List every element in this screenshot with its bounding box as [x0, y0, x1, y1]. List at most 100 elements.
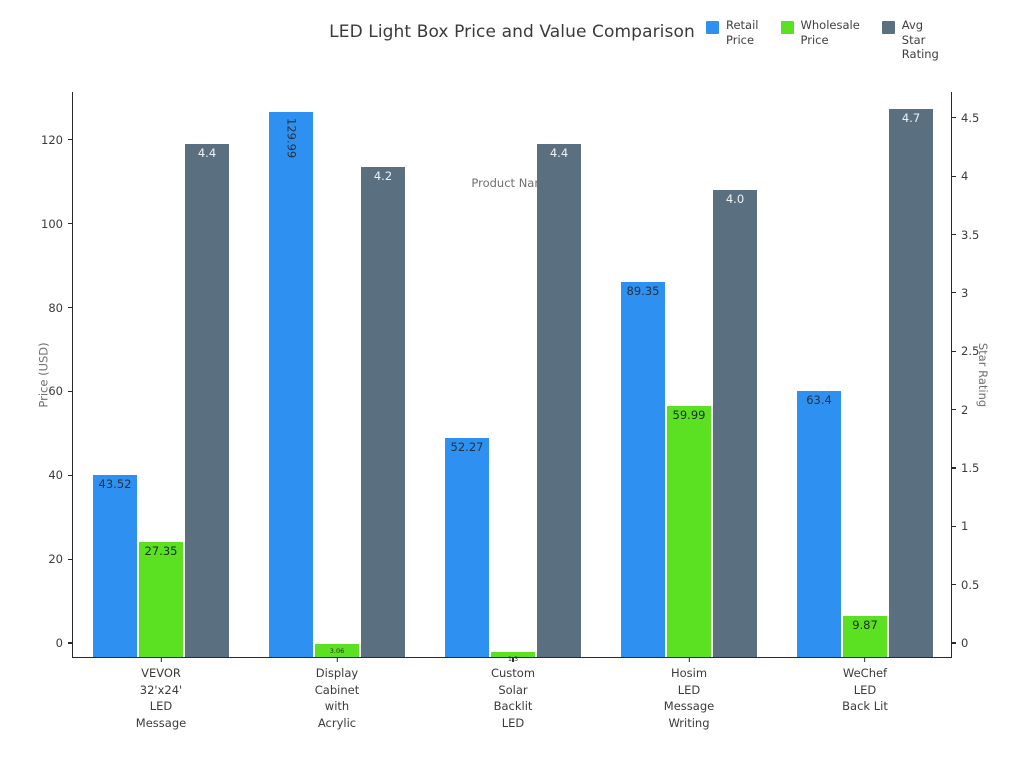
y2-tick: 0.5 [951, 578, 979, 592]
y-tick-label: 80 [48, 300, 63, 315]
x-tick: Display Cabinet with Acrylic [315, 657, 359, 731]
bar-group: 52.27 1.3 4.4 [445, 92, 581, 663]
y2-tick: 3.5 [951, 228, 979, 242]
bar-value-label: 4.4 [549, 145, 569, 160]
legend-item-0[interactable]: Retail Price [706, 18, 759, 47]
bar-group: 89.35 59.99 4.0 [621, 92, 757, 657]
bar-1[interactable]: 3.06 [315, 644, 359, 657]
bar-value-label: 27.35 [144, 544, 178, 559]
y-tick: 20 [48, 552, 73, 566]
bar-value-label: 89.35 [626, 284, 660, 299]
y2-tick-label: 1 [961, 519, 969, 534]
bar-2[interactable]: 4.0 [713, 190, 757, 657]
bar-0[interactable]: 89.35 [621, 282, 665, 657]
y-tick-mark [68, 139, 73, 141]
chart-legend: Retail Price Wholesale Price Avg Star Rati… [706, 18, 939, 62]
bar-value-label: 9.87 [852, 617, 878, 632]
y2-tick-mark [951, 175, 956, 177]
bar-value-label: 3.06 [329, 647, 345, 656]
x-tick-mark [160, 657, 162, 662]
bar-2[interactable]: 4.2 [361, 166, 405, 657]
y-tick: 100 [41, 217, 73, 231]
x-tick-label: Custom Solar Backlit LED [490, 666, 536, 730]
y-tick-label: 100 [41, 216, 63, 231]
y2-tick-mark [951, 117, 956, 119]
y-tick: 80 [48, 301, 73, 315]
bar-2[interactable]: 4.7 [889, 108, 933, 657]
y-tick-label: 20 [48, 552, 63, 567]
y2-tick-label: 3.5 [961, 227, 980, 242]
x-tick-label: Hosim LED Message Writing [663, 666, 715, 730]
bar-0[interactable]: 129.99 [269, 112, 313, 657]
y2-tick-label: 4.5 [961, 110, 980, 125]
bar-1[interactable]: 1.3 [491, 651, 535, 663]
y2-tick-label: 4 [961, 169, 969, 184]
y-tick: 0 [56, 636, 73, 650]
bar-2[interactable]: 4.4 [537, 143, 581, 657]
legend-item-1[interactable]: Wholesale Price [780, 18, 860, 47]
y-tick-mark [68, 558, 73, 560]
y2-tick-mark [951, 467, 956, 469]
legend-swatch-icon [881, 21, 895, 34]
bar-0[interactable]: 43.52 [93, 474, 137, 657]
bar-0[interactable]: 52.27 [445, 437, 489, 657]
y-tick: 120 [41, 133, 73, 147]
y2-tick-label: 2.5 [961, 344, 980, 359]
chart-title: LED Light Box Price and Value Comparison [329, 22, 695, 42]
bar-value-label: 4.4 [197, 145, 217, 160]
y-tick: 40 [48, 468, 73, 482]
y-tick-mark [68, 474, 73, 476]
y2-tick: 3 [951, 286, 968, 300]
bar-value-label: 43.52 [98, 476, 132, 491]
legend-swatch-icon [706, 21, 719, 34]
y2-tick: 1.5 [951, 461, 979, 475]
legend-label: Wholesale Price [800, 18, 860, 47]
y2-tick-label: 3 [961, 285, 969, 300]
x-tick: Hosim LED Message Writing [664, 657, 714, 731]
bar-value-label: 52.27 [450, 439, 484, 454]
y2-tick-label: 2 [961, 402, 969, 417]
bar-value-label: 4.2 [373, 168, 393, 183]
bar-1[interactable]: 9.87 [843, 615, 887, 657]
bar-value-label: 4.0 [725, 192, 745, 207]
y2-tick: 1 [951, 519, 968, 533]
x-tick: Custom Solar Backlit LED [491, 657, 535, 731]
bar-value-label: 129.99 [284, 118, 299, 159]
plot-area: Price (USD) Star Rating Product Name 0 20… [37, 92, 990, 730]
y2-tick-mark [951, 525, 956, 527]
y2-tick: 4.5 [951, 111, 979, 125]
bar-value-label: 4.7 [901, 110, 921, 125]
y-tick-mark [68, 390, 73, 392]
legend-label: Avg Star Rating [901, 18, 939, 61]
y2-tick-label: 0 [961, 636, 969, 650]
y-tick-mark [68, 642, 73, 644]
legend-item-2[interactable]: Avg Star Rating [881, 18, 939, 62]
x-tick-mark [336, 657, 338, 662]
x-tick: VEVOR 32'x24' LED Message [136, 657, 186, 731]
bar-1[interactable]: 59.99 [667, 405, 711, 657]
y2-tick-mark [951, 292, 956, 294]
y-tick-label: 60 [48, 384, 63, 399]
y2-tick-mark [951, 584, 956, 586]
bar-group: 129.99 3.06 4.2 [269, 92, 405, 657]
bar-value-label: 59.99 [672, 407, 706, 422]
x-tick-mark [512, 657, 514, 662]
y2-tick: 2.5 [951, 344, 979, 358]
bar-value-label: 63.4 [806, 393, 832, 408]
legend-swatch-icon [780, 21, 794, 34]
x-tick-label: VEVOR 32'x24' LED Message [135, 666, 187, 730]
bar-2[interactable]: 4.4 [185, 143, 229, 657]
x-tick: WeChef LED Back Lit [842, 657, 888, 715]
x-tick-label: Display Cabinet with Acrylic [314, 666, 360, 730]
y2-tick-mark [951, 642, 956, 644]
plot-inner: 0 20 40 60 80 100 120 0 0.5 1 1.5 2 2.5 3 3.5 4 4.5 VEV… [41, 92, 979, 730]
y-tick: 60 [48, 384, 73, 398]
y-tick-mark [68, 307, 73, 309]
y-tick-label: 120 [41, 132, 63, 147]
x-axis-title: Product Name [471, 176, 553, 190]
x-tick-mark [688, 657, 690, 662]
bar-1[interactable]: 27.35 [139, 542, 183, 657]
bar-0[interactable]: 63.4 [797, 391, 841, 657]
y2-tick-label: 0.5 [961, 577, 980, 592]
